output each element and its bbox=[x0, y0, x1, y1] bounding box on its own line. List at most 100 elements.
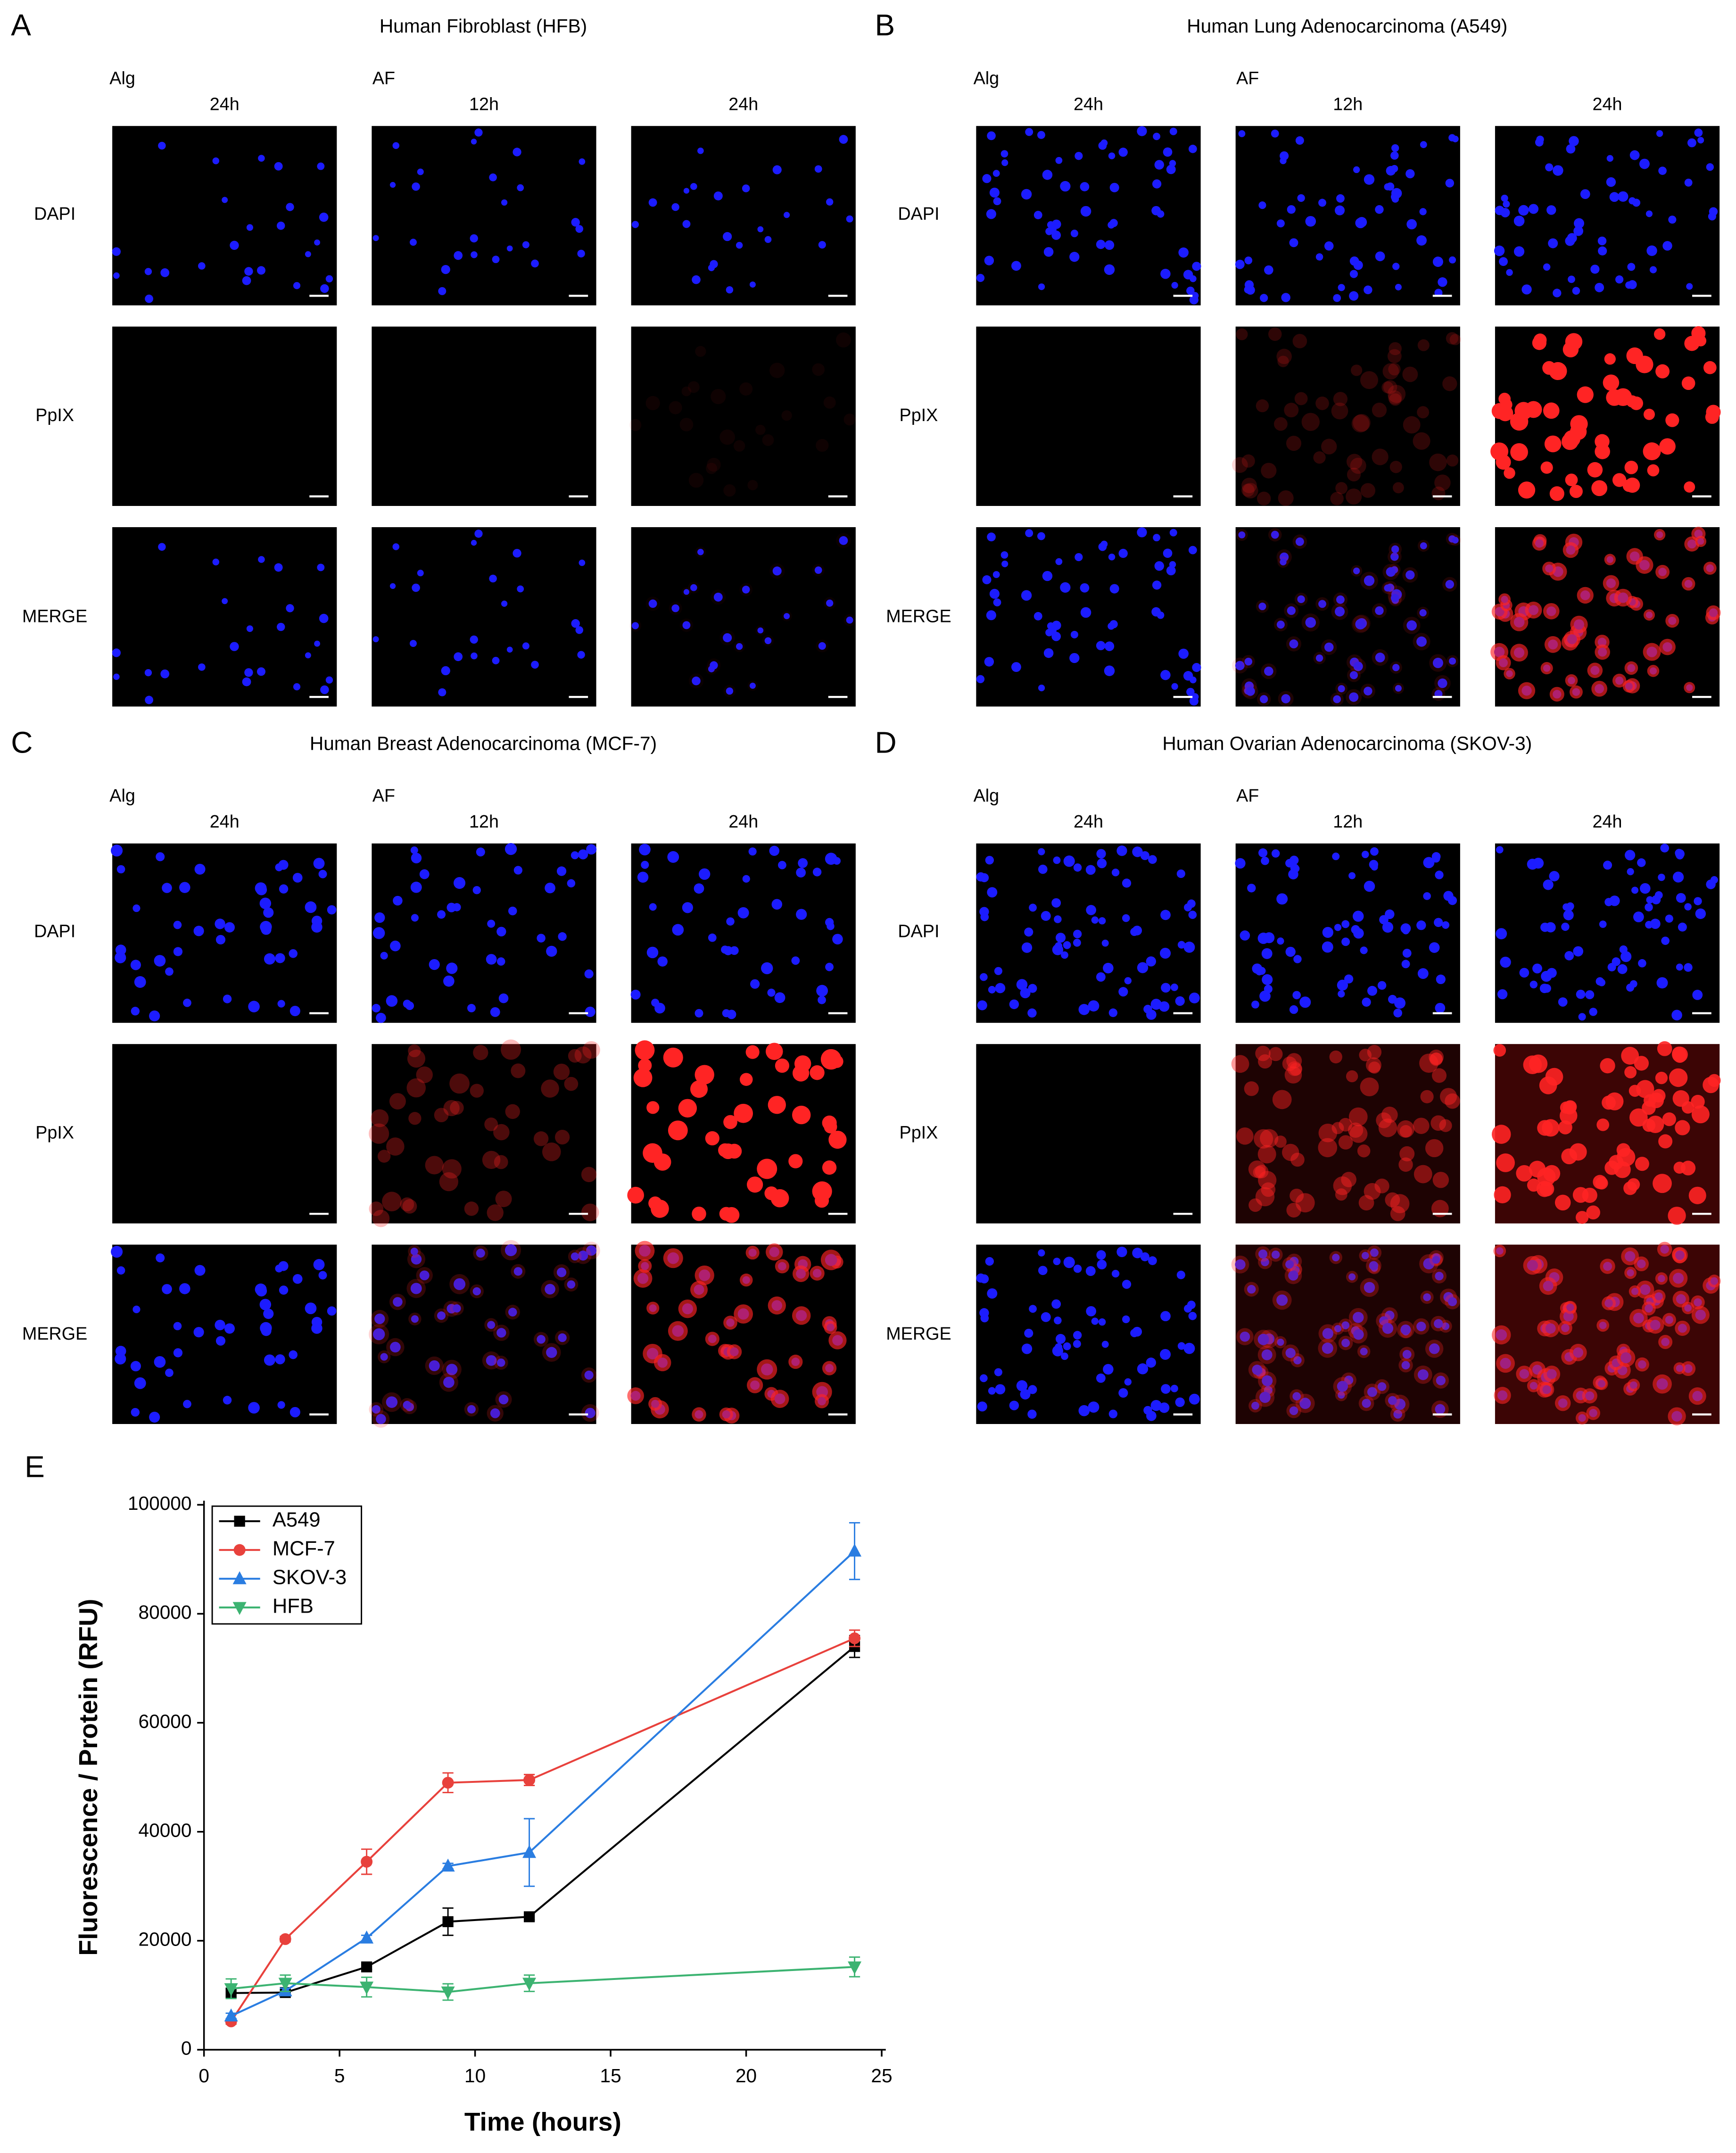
ppix-signal bbox=[1673, 1362, 1686, 1375]
micrograph bbox=[976, 326, 1201, 506]
nucleus bbox=[1055, 942, 1063, 950]
nucleus bbox=[1349, 671, 1358, 679]
ppix-signal bbox=[1236, 1127, 1254, 1145]
micrograph bbox=[112, 1044, 337, 1224]
nucleus bbox=[1694, 128, 1703, 137]
nucleus bbox=[1401, 1361, 1410, 1370]
nucleus bbox=[1070, 630, 1078, 638]
ppix-signal bbox=[581, 1404, 599, 1422]
micrograph-background bbox=[112, 1044, 337, 1224]
nucleus bbox=[1130, 1329, 1139, 1337]
nucleus bbox=[1375, 251, 1385, 261]
ppix-signal bbox=[501, 1240, 521, 1260]
nucleus bbox=[513, 1267, 523, 1276]
ppix-signal bbox=[574, 1247, 592, 1264]
nucleus bbox=[1053, 856, 1061, 864]
nucleus bbox=[1543, 263, 1551, 271]
nucleus bbox=[372, 1004, 380, 1013]
nucleus bbox=[1353, 260, 1363, 270]
nucleus bbox=[244, 267, 253, 276]
nucleus bbox=[1192, 663, 1201, 672]
nucleus bbox=[1338, 685, 1345, 693]
ppix-signal bbox=[694, 1265, 714, 1285]
micrograph bbox=[111, 843, 337, 1023]
nucleus bbox=[690, 584, 697, 591]
ppix-signal bbox=[1372, 603, 1387, 618]
nucleus bbox=[193, 926, 204, 936]
ppix-signal bbox=[1425, 1139, 1444, 1158]
nucleus bbox=[1370, 847, 1379, 856]
ppix-signal bbox=[1255, 1388, 1275, 1407]
nucleus bbox=[584, 1370, 594, 1380]
nucleus bbox=[1293, 955, 1302, 963]
ppix-signal bbox=[1397, 1120, 1414, 1138]
nucleus bbox=[1024, 1328, 1033, 1338]
ppix-signal bbox=[1658, 1334, 1673, 1349]
nucleus bbox=[1070, 230, 1078, 238]
nucleus bbox=[839, 135, 848, 144]
ppix-signal bbox=[1387, 549, 1402, 564]
ppix-signal bbox=[1331, 1122, 1344, 1134]
ppix-signal bbox=[1525, 601, 1542, 619]
nucleus bbox=[410, 846, 418, 854]
ppix-signal bbox=[1688, 1387, 1706, 1405]
ppix-signal bbox=[1429, 654, 1447, 672]
nucleus bbox=[1111, 869, 1120, 877]
ppix-signal bbox=[1563, 1300, 1577, 1314]
ppix-signal bbox=[1287, 1061, 1302, 1076]
nucleus bbox=[571, 218, 580, 227]
ppix-signal bbox=[646, 1301, 660, 1315]
nucleus bbox=[1259, 990, 1271, 1002]
ppix-signal bbox=[1315, 397, 1329, 410]
nucleus bbox=[995, 983, 1006, 994]
nucleus bbox=[1324, 241, 1334, 251]
ppix-signal bbox=[1413, 633, 1430, 651]
nucleus bbox=[130, 1361, 141, 1372]
nucleus bbox=[1297, 194, 1305, 202]
ppix-signal bbox=[416, 1066, 433, 1084]
ppix-signal bbox=[1256, 600, 1269, 613]
ppix-signal bbox=[1646, 1316, 1664, 1334]
ppix-signal bbox=[1399, 1125, 1412, 1138]
nucleus bbox=[1055, 1343, 1063, 1351]
ppix-signal bbox=[1282, 1143, 1299, 1161]
nucleus bbox=[1078, 1405, 1090, 1416]
nucleus bbox=[1341, 937, 1350, 946]
ppix-signal bbox=[402, 1199, 417, 1214]
micrograph-background bbox=[372, 326, 596, 506]
nucleus bbox=[736, 242, 743, 249]
ppix-signal bbox=[1397, 1321, 1414, 1339]
nucleus bbox=[454, 652, 463, 662]
marker bbox=[360, 1981, 374, 1995]
nucleus bbox=[1170, 983, 1178, 991]
group-label: Alg bbox=[974, 786, 1000, 805]
nucleus bbox=[1390, 552, 1399, 561]
nucleus bbox=[144, 669, 152, 677]
nucleus bbox=[1258, 848, 1268, 858]
nucleus bbox=[320, 685, 329, 695]
nucleus bbox=[1042, 571, 1053, 581]
nucleus bbox=[710, 260, 718, 268]
ppix-signal bbox=[727, 1344, 742, 1359]
ppix-signal bbox=[1329, 1050, 1342, 1064]
ppix-signal bbox=[1257, 1255, 1273, 1269]
nucleus bbox=[637, 871, 649, 883]
micrograph-background bbox=[631, 126, 856, 306]
nucleus bbox=[467, 1405, 476, 1414]
ppix-signal bbox=[810, 1266, 825, 1281]
nucleus bbox=[1423, 892, 1431, 900]
nucleus bbox=[1146, 1010, 1157, 1020]
ppix-signal bbox=[1543, 1165, 1561, 1182]
nucleus bbox=[1569, 136, 1579, 146]
nucleus bbox=[1355, 619, 1366, 629]
nucleus bbox=[1118, 1388, 1128, 1398]
ppix-signal bbox=[1333, 1176, 1352, 1195]
nucleus bbox=[791, 956, 800, 965]
ppix-signal bbox=[1431, 1068, 1447, 1083]
nucleus bbox=[657, 956, 668, 967]
nucleus bbox=[467, 1004, 476, 1012]
nucleus bbox=[1000, 551, 1009, 559]
ppix-signal bbox=[635, 1040, 655, 1060]
nucleus bbox=[1055, 1333, 1066, 1344]
nucleus bbox=[1684, 178, 1693, 187]
